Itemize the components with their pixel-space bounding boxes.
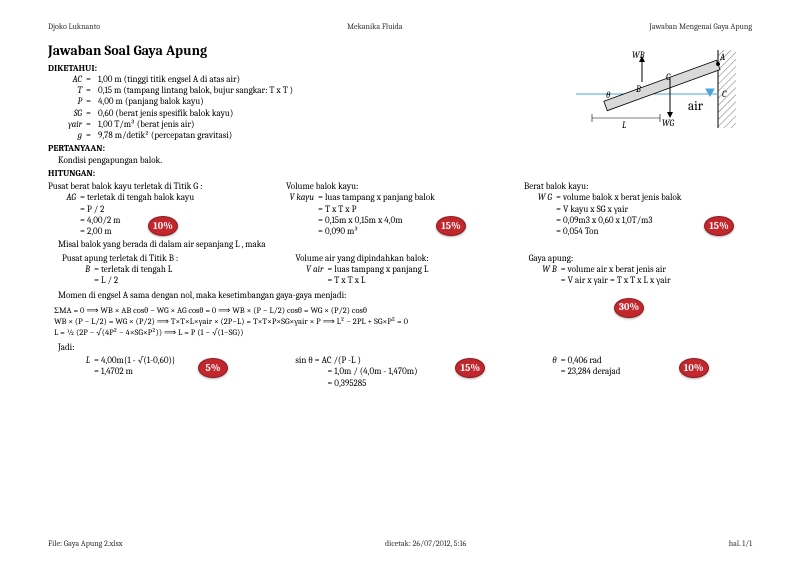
sym: P [58,97,86,108]
score-badge: 15% [436,216,466,236]
col1-title: Pusat berat balok kayu terletak di Titik… [48,182,276,193]
calc-row-2: Pusat apung terletak di Titik B : B= ter… [48,254,752,288]
sym: γair [58,120,86,131]
final-row: L= 4,00m{1 - √(1-0,60)} = 1,4702 m 5% si… [48,356,752,390]
label-L: L [622,121,627,131]
moment-equations: ΣMA = 0 ⟹ WB × AB cosθ − WG × AG cosθ = … [54,306,752,340]
page-header: Djoko Luknanto Mekanika Fluida Jawaban M… [48,22,752,32]
label-C: C [722,90,727,100]
score-badge: 30% [614,298,644,318]
label-B: B [635,85,641,95]
jadi-label: Jadi: [58,343,752,354]
score-badge: 10% [679,358,709,378]
footer-center: dicetak: 26/07/2012, 5:16 [385,539,466,549]
sym: g [58,131,86,142]
sym: T [58,86,86,97]
label-air: air [688,99,704,114]
hdr-center: Mekanika Fluida [347,22,403,32]
section-calc: HITUNGAN: [48,169,752,180]
footer-left: File: Gaya Apung 2.xlsx [48,539,123,549]
label-A: A [719,53,726,63]
page-footer: File: Gaya Apung 2.xlsx dicetak: 26/07/2… [48,539,752,549]
score-badge: 10% [148,216,178,236]
hdr-left: Djoko Luknanto [48,22,100,32]
sym: SG [58,109,86,120]
hdr-right: Jawaban Mengenai Gaya Apung [649,22,752,32]
label-theta: θ [606,91,611,101]
moment-intro: Momen di engsel A sama dengan nol, maka … [58,291,752,302]
section-question: PERTANYAAN: [48,144,752,155]
footer-right: hal. 1/1 [729,539,752,549]
row2-intro: Misal balok yang berada di dalam air sep… [58,240,752,251]
question-text: Kondisi pengapungan balok. [58,156,752,167]
col2-title: Volume balok kayu: [286,182,514,193]
calc-row-1: Pusat berat balok kayu terletak di Titik… [48,182,752,238]
score-badge: 15% [704,216,734,236]
label-WG: WG [662,119,675,129]
beam-diagram: A C G B θ air WB WG L [570,48,740,134]
sym: AC [58,75,86,86]
label-WB: WB [632,51,645,61]
col3-title: Berat balok kayu: [524,182,752,193]
